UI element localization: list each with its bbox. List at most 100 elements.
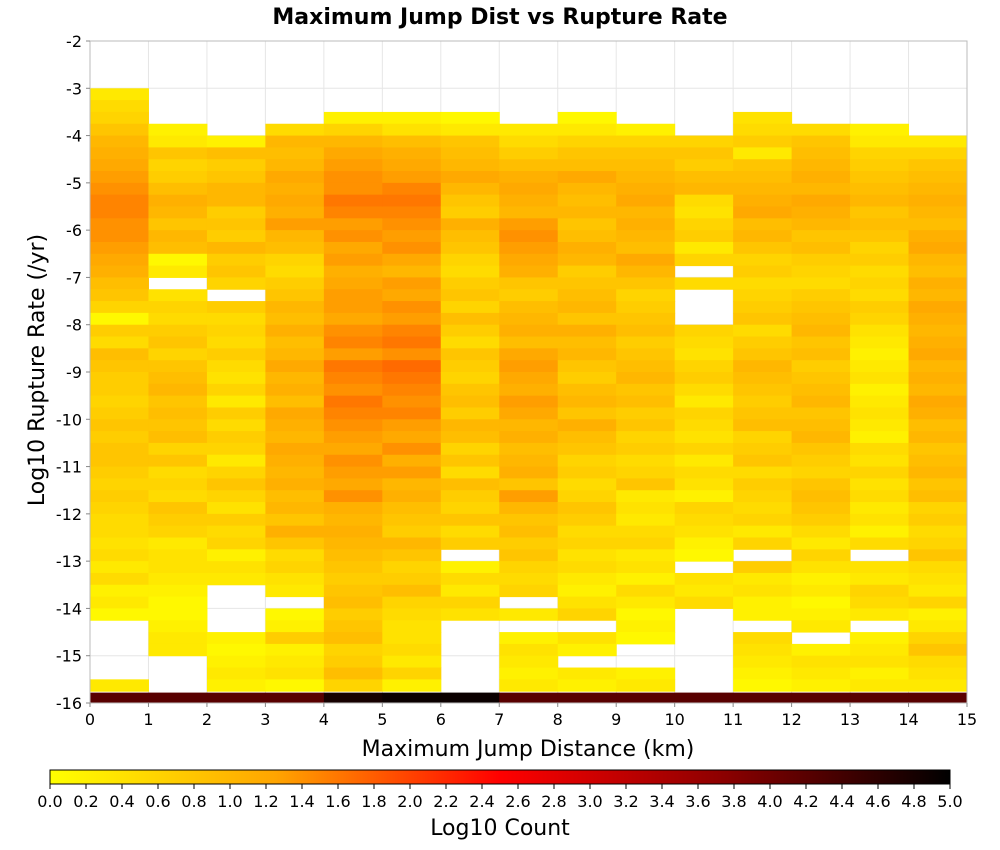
heatmap-cell (908, 147, 968, 160)
heatmap-cell (850, 241, 910, 255)
heatmap-cell (499, 679, 559, 692)
heatmap-cell (850, 537, 910, 550)
heatmap-cell (557, 159, 617, 172)
heatmap-cell (382, 525, 442, 538)
heatmap-cell (148, 171, 208, 184)
heatmap-cell (323, 159, 383, 172)
heatmap-cell (557, 147, 617, 160)
heatmap-cell (616, 277, 676, 290)
heatmap-cell (206, 431, 266, 444)
heatmap-cell (148, 561, 208, 574)
heatmap-cell (557, 265, 617, 278)
heatmap-cell (850, 277, 910, 290)
heatmap-cell-bottom (791, 692, 851, 703)
colorbar-tick-label: 3.8 (721, 792, 746, 811)
heatmap-cell (791, 206, 851, 219)
heatmap-cell (674, 324, 734, 338)
heatmap-cell (206, 655, 266, 669)
heatmap-cell (850, 206, 910, 219)
heatmap-cell (791, 596, 851, 609)
heatmap-cell (791, 608, 851, 621)
heatmap-cell (90, 135, 149, 148)
heatmap-cell (674, 336, 734, 349)
heatmap-cell (674, 383, 734, 397)
heatmap-cell (850, 442, 910, 456)
y-tick-label: -11 (56, 458, 82, 477)
heatmap-cell (323, 383, 383, 397)
heatmap-cell (733, 182, 793, 196)
heatmap-cell (733, 111, 793, 125)
heatmap-cell (382, 135, 442, 148)
heatmap-cell (674, 230, 734, 243)
heatmap-cell (499, 537, 559, 550)
heatmap-cell-bottom (265, 692, 325, 703)
heatmap-cell (616, 206, 676, 219)
heatmap-cell (90, 206, 149, 219)
heatmap-cell (499, 159, 559, 172)
heatmap-cell (90, 419, 149, 432)
heatmap-cell (791, 194, 851, 207)
heatmap-cell (733, 312, 793, 326)
heatmap-cell (674, 194, 734, 207)
heatmap-cell (382, 395, 442, 408)
heatmap-cell (733, 655, 793, 669)
heatmap-cell (323, 584, 383, 598)
y-tick-label: -5 (66, 174, 82, 193)
heatmap-cell (148, 218, 208, 231)
heatmap-cell-bottom (90, 692, 149, 703)
heatmap-cell (557, 466, 617, 479)
heatmap-cell (265, 277, 325, 290)
heatmap-cell (850, 502, 910, 515)
heatmap-cell (90, 537, 149, 550)
heatmap-cell (616, 679, 676, 692)
heatmap-cell (733, 537, 793, 550)
heatmap-cell (440, 572, 500, 586)
heatmap-cell (908, 537, 968, 550)
heatmap-cell (850, 123, 910, 137)
heatmap-cell (499, 632, 559, 645)
heatmap-cell (499, 230, 559, 243)
heatmap-cell (850, 667, 910, 680)
heatmap-cell (206, 466, 266, 479)
heatmap-cell (382, 241, 442, 255)
heatmap-cell (382, 655, 442, 669)
heatmap-cell (148, 643, 208, 657)
heatmap-cell (499, 206, 559, 219)
heatmap-cell (791, 372, 851, 385)
heatmap-cell (265, 241, 325, 255)
colorbar-tick-label: 0.6 (145, 792, 170, 811)
heatmap-cell (90, 561, 149, 574)
heatmap-cell (733, 218, 793, 231)
heatmap-cell (557, 336, 617, 349)
heatmap-cell (908, 478, 968, 491)
heatmap-cell (206, 419, 266, 432)
colorbar-tick-label: 2.2 (433, 792, 458, 811)
heatmap-cell (733, 372, 793, 385)
heatmap-cell (557, 525, 617, 538)
heatmap-cell (850, 525, 910, 538)
heatmap-cell (440, 608, 500, 621)
heatmap-cell (440, 596, 500, 609)
heatmap-cell (908, 194, 968, 207)
heatmap-cell (323, 513, 383, 527)
heatmap-cell (148, 159, 208, 172)
heatmap-cell (499, 147, 559, 160)
heatmap-cell (733, 679, 793, 692)
heatmap-cell (323, 241, 383, 255)
heatmap-cell (265, 513, 325, 527)
heatmap-cell (850, 336, 910, 349)
heatmap-cell (206, 182, 266, 196)
heatmap-cell (616, 312, 676, 326)
heatmap-cell (382, 372, 442, 385)
heatmap-cell (791, 537, 851, 550)
heatmap-cell (440, 289, 500, 302)
heatmap-cell (382, 265, 442, 278)
colorbar-tick-label: 1.0 (217, 792, 242, 811)
heatmap-cell (616, 549, 676, 562)
heatmap-cell (499, 502, 559, 515)
heatmap-cell (616, 442, 676, 456)
heatmap-cell (265, 419, 325, 432)
heatmap-cell (733, 407, 793, 420)
heatmap-cell (616, 502, 676, 515)
heatmap-cell (206, 265, 266, 278)
